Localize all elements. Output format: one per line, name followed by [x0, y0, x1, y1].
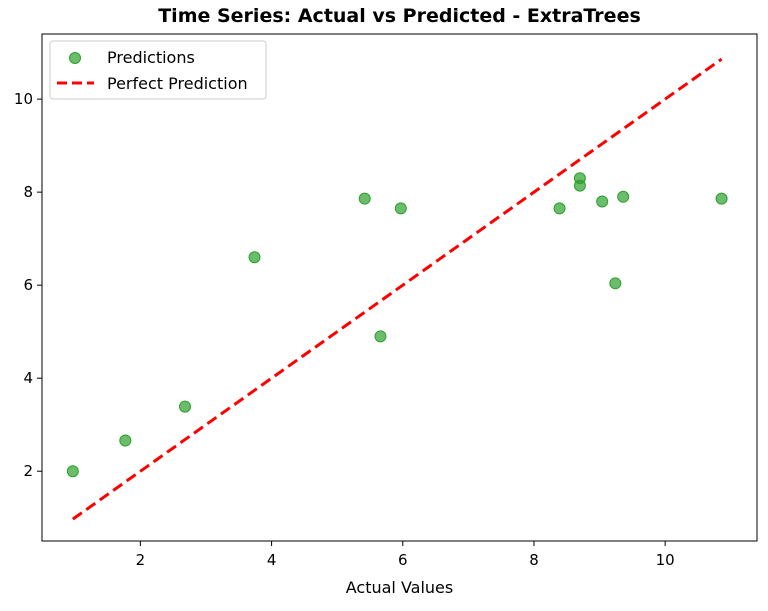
prediction-point — [394, 202, 407, 215]
legend: Predictions Perfect Prediction — [49, 40, 267, 100]
x-tick-label: 2 — [136, 551, 146, 569]
prediction-point — [358, 192, 371, 205]
legend-box — [49, 40, 267, 100]
x-tick-label: 4 — [267, 551, 277, 569]
x-axis-label: Actual Values — [346, 578, 453, 597]
prediction-point — [248, 251, 261, 264]
y-tick-label: 10 — [14, 90, 33, 108]
y-tick-label: 4 — [23, 369, 33, 387]
legend-marker-predictions — [69, 52, 81, 64]
prediction-point — [609, 277, 622, 290]
y-tick-label: 2 — [23, 462, 33, 480]
plot-marks — [66, 57, 728, 521]
prediction-point — [596, 195, 609, 208]
prediction-point — [179, 400, 191, 413]
x-axis: 2 4 6 8 10 — [136, 541, 675, 569]
prediction-point — [715, 192, 728, 205]
y-tick-label: 6 — [23, 276, 33, 294]
prediction-point — [617, 190, 630, 203]
x-tick-label: 10 — [656, 551, 675, 569]
chart-title: Time Series: Actual vs Predicted - Extra… — [158, 5, 641, 27]
prediction-point — [66, 465, 79, 478]
prediction-point — [119, 434, 132, 447]
y-axis: 2 4 6 8 10 — [14, 90, 42, 480]
prediction-point — [553, 202, 566, 215]
x-tick-label: 6 — [398, 551, 408, 569]
y-tick-label: 8 — [23, 183, 33, 201]
legend-label-perfect-prediction: Perfect Prediction — [107, 74, 248, 93]
legend-label-predictions: Predictions — [107, 48, 195, 67]
perfect-prediction-line — [71, 57, 723, 521]
prediction-point — [573, 179, 586, 192]
x-tick-label: 8 — [529, 551, 539, 569]
prediction-point — [374, 330, 387, 343]
